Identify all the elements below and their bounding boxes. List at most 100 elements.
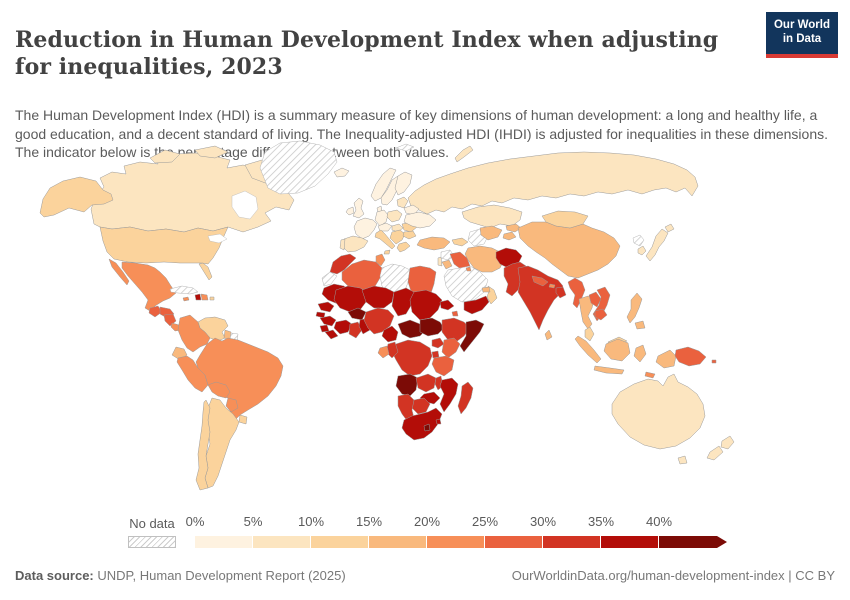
country-puerto-rico[interactable] <box>209 296 215 301</box>
country-serbia[interactable] <box>389 229 406 245</box>
country-sri-lanka[interactable] <box>544 329 553 341</box>
country-ireland[interactable] <box>345 206 355 216</box>
country-united-states[interactable] <box>39 176 114 218</box>
country-philippines[interactable] <box>626 292 643 324</box>
legend-segment-0-5-[interactable] <box>195 536 253 548</box>
country-australia[interactable] <box>611 373 706 450</box>
country-democratic-republic-of-congo[interactable] <box>391 339 433 377</box>
country-saudi-arabia[interactable] <box>443 265 489 303</box>
country-mexico[interactable] <box>108 258 130 286</box>
legend-segment-25-30-[interactable] <box>485 536 543 548</box>
country-liberia[interactable] <box>324 329 339 340</box>
country-tajikistan[interactable] <box>502 231 517 241</box>
country-kenya[interactable] <box>441 337 461 359</box>
legend-segment-15-20-[interactable] <box>369 536 427 548</box>
country-guatemala[interactable] <box>148 305 163 318</box>
legend-color-bar[interactable] <box>195 536 727 548</box>
country-uganda[interactable] <box>431 337 445 349</box>
country-djibouti[interactable] <box>451 310 459 317</box>
country-western-sahara[interactable] <box>321 271 338 287</box>
country-bhutan[interactable] <box>548 283 556 289</box>
country-philippines[interactable] <box>634 320 646 330</box>
country-indonesia[interactable] <box>574 335 602 364</box>
legend-segment-10-15-[interactable] <box>311 536 369 548</box>
country-japan[interactable] <box>645 228 669 262</box>
country-russia[interactable] <box>454 145 474 163</box>
country-lithuania[interactable] <box>396 196 409 209</box>
country-solomon-islands[interactable] <box>711 359 717 364</box>
country-paraguay[interactable] <box>225 397 239 413</box>
country-canada[interactable] <box>194 145 229 159</box>
country-morocco[interactable] <box>329 253 357 275</box>
country-mali[interactable] <box>333 285 369 313</box>
country-tanzania[interactable] <box>431 355 455 377</box>
country-india[interactable] <box>517 265 564 331</box>
country-united-kingdom[interactable] <box>352 197 365 219</box>
country-bolivia[interactable] <box>207 381 231 399</box>
country-gabon[interactable] <box>377 345 390 359</box>
country-south-sudan[interactable] <box>419 317 445 337</box>
country-brazil[interactable] <box>195 337 284 421</box>
country-kuwait[interactable] <box>465 266 472 272</box>
country-dominican-republic[interactable] <box>200 293 209 301</box>
country-chad[interactable] <box>391 287 415 317</box>
country-united-states[interactable] <box>198 262 213 281</box>
country-australia[interactable] <box>677 455 688 465</box>
country-lesotho[interactable] <box>423 423 431 432</box>
country-uzbekistan[interactable] <box>479 225 503 241</box>
owid-url[interactable]: OurWorldinData.org/human-development-ind… <box>511 568 835 583</box>
country-jordan[interactable] <box>441 259 453 270</box>
legend-segment-5-10-[interactable] <box>253 536 311 548</box>
country-haiti[interactable] <box>194 293 202 301</box>
country-iceland[interactable] <box>333 167 350 178</box>
country-niger[interactable] <box>361 285 395 309</box>
country-angola[interactable] <box>395 373 419 397</box>
country-cameroon[interactable] <box>381 325 399 343</box>
legend-segment-40-+[interactable] <box>659 536 727 548</box>
country-papua-new-guinea[interactable] <box>674 346 707 367</box>
country-indonesia[interactable] <box>603 338 631 362</box>
country-bulgaria[interactable] <box>402 230 417 240</box>
country-guinea[interactable] <box>319 315 337 327</box>
country-spain[interactable] <box>342 235 369 253</box>
country-japan[interactable] <box>664 223 675 233</box>
country-finland[interactable] <box>394 171 413 196</box>
country-kyrgyzstan[interactable] <box>505 223 522 233</box>
country-ethiopia[interactable] <box>441 317 471 343</box>
country-norway[interactable] <box>370 167 397 202</box>
country-greece[interactable] <box>396 241 411 253</box>
country-mozambique[interactable] <box>439 377 459 413</box>
country-canada[interactable] <box>149 149 181 164</box>
country-tunisia[interactable] <box>375 253 386 267</box>
country-rwanda[interactable] <box>431 350 440 359</box>
country-indonesia[interactable] <box>633 344 647 363</box>
country-malaysia[interactable] <box>584 326 595 342</box>
country-timor-leste[interactable] <box>644 371 656 379</box>
country-austria[interactable] <box>377 222 393 232</box>
country-israel[interactable] <box>437 256 443 267</box>
country-belarus[interactable] <box>403 204 420 216</box>
country-sierra-leone[interactable] <box>319 324 330 333</box>
country-cote-d-ivoire[interactable] <box>333 319 353 335</box>
country-senegal[interactable] <box>317 301 335 313</box>
country-peru[interactable] <box>176 355 209 393</box>
country-egypt[interactable] <box>407 265 437 299</box>
country-nepal[interactable] <box>531 275 549 287</box>
country-turkey[interactable] <box>416 236 451 251</box>
country-sudan[interactable] <box>409 289 443 321</box>
country-eritrea[interactable] <box>439 299 455 311</box>
country-laos[interactable] <box>588 291 602 308</box>
country-algeria[interactable] <box>341 259 383 295</box>
country-south-korea[interactable] <box>637 245 647 256</box>
country-cuba[interactable] <box>169 285 199 295</box>
legend-segment-20-25-[interactable] <box>427 536 485 548</box>
country-indonesia[interactable] <box>655 349 677 369</box>
country-portugal[interactable] <box>339 238 346 251</box>
legend-segment-35-40-[interactable] <box>601 536 659 548</box>
country-eswatini[interactable] <box>435 418 442 425</box>
country-united-states[interactable] <box>99 226 229 265</box>
country-ukraine[interactable] <box>403 211 437 229</box>
country-mongolia[interactable] <box>541 210 589 229</box>
country-new-zealand[interactable] <box>720 435 735 450</box>
